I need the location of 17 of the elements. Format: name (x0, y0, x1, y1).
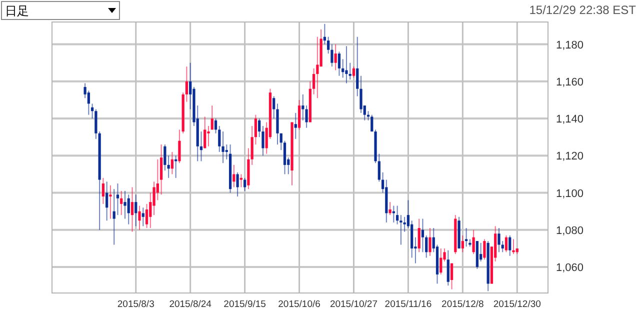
y-tick-label: 1,180 (556, 39, 584, 52)
x-tick-label: 2015/11/16 (384, 299, 432, 310)
x-tick-label: 2015/9/15 (224, 299, 266, 310)
y-tick-label: 1,080 (556, 224, 584, 237)
x-tick-label: 2015/12/8 (442, 299, 484, 310)
text: 15/12/29 22:38 EST (529, 3, 637, 17)
y-tick-label: 1,100 (556, 188, 584, 200)
y-tick-label: 1,060 (556, 262, 584, 274)
text: 日足 (5, 4, 29, 18)
x-tick-label: 2015/10/27 (330, 299, 378, 310)
x-tick-label: 2015/8/24 (169, 299, 212, 310)
y-tick-label: 1,120 (556, 150, 584, 163)
y-tick-label: 1,160 (556, 76, 584, 88)
x-tick-label: 2015/12/30 (493, 299, 541, 310)
x-tick-label: 2015/10/6 (278, 299, 320, 310)
x-tick-label: 2015/8/3 (117, 299, 154, 310)
y-tick-label: 1,140 (556, 114, 584, 126)
